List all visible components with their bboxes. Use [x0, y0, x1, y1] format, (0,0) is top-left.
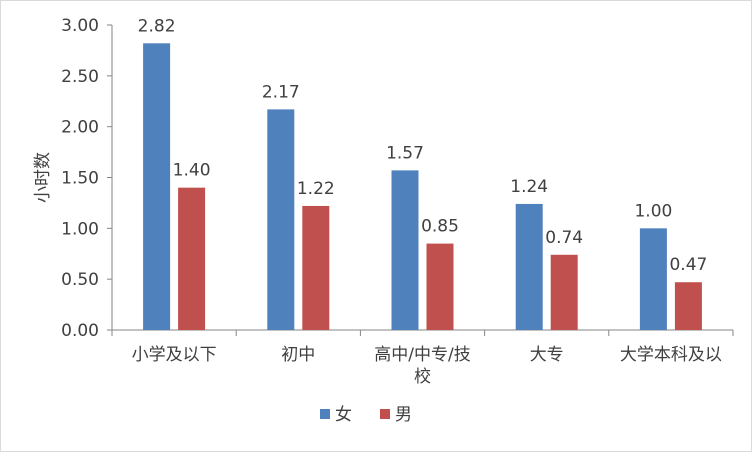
x-tick-label: 初中	[281, 345, 315, 365]
bars	[143, 43, 702, 331]
y-tick-label: 2.50	[61, 67, 99, 87]
bar	[178, 187, 206, 330]
bar	[515, 203, 543, 330]
x-tick-label: 小学及以下	[132, 345, 217, 365]
bar	[391, 170, 419, 330]
data-labels: 2.82 1.40 2.17 1.22 1.57 0.85 1.24 0.74 1.00 0.47	[138, 16, 708, 275]
data-label: 2.17	[262, 82, 300, 102]
data-label: 0.85	[421, 217, 459, 237]
legend: 女男	[320, 405, 412, 425]
data-label: 1.57	[386, 143, 424, 163]
x-tick-label: 大学本科及以	[620, 345, 722, 365]
data-label: 0.47	[669, 255, 707, 275]
x-tick-label: 高中/中专/技	[374, 345, 470, 365]
data-label: 1.40	[173, 161, 211, 181]
legend-label: 女	[335, 405, 352, 425]
data-label: 1.00	[634, 201, 672, 221]
y-tick-label: 0.50	[61, 270, 99, 290]
x-tick-label: 大专	[530, 345, 564, 365]
bar	[674, 282, 702, 330]
bar	[267, 109, 295, 330]
y-tick-label: 1.50	[61, 169, 99, 189]
data-label: 1.24	[510, 177, 548, 197]
y-tick-label: 1.00	[61, 219, 99, 239]
bar	[639, 228, 667, 330]
data-label: 0.74	[545, 228, 583, 248]
y-tick-label: 3.00	[61, 16, 99, 36]
bar	[302, 205, 330, 330]
legend-label: 男	[395, 405, 412, 425]
bar	[426, 243, 454, 330]
data-label: 2.82	[138, 16, 176, 36]
x-tick-label: 校	[414, 367, 431, 387]
y-axis-label: 小时数	[33, 152, 53, 203]
data-label: 1.22	[297, 179, 335, 199]
legend-swatch	[320, 409, 330, 419]
legend-swatch	[380, 409, 390, 419]
bar	[143, 43, 171, 331]
bar	[550, 254, 578, 330]
y-tick-label: 0.00	[61, 321, 99, 341]
y-tick-label: 2.00	[61, 118, 99, 138]
